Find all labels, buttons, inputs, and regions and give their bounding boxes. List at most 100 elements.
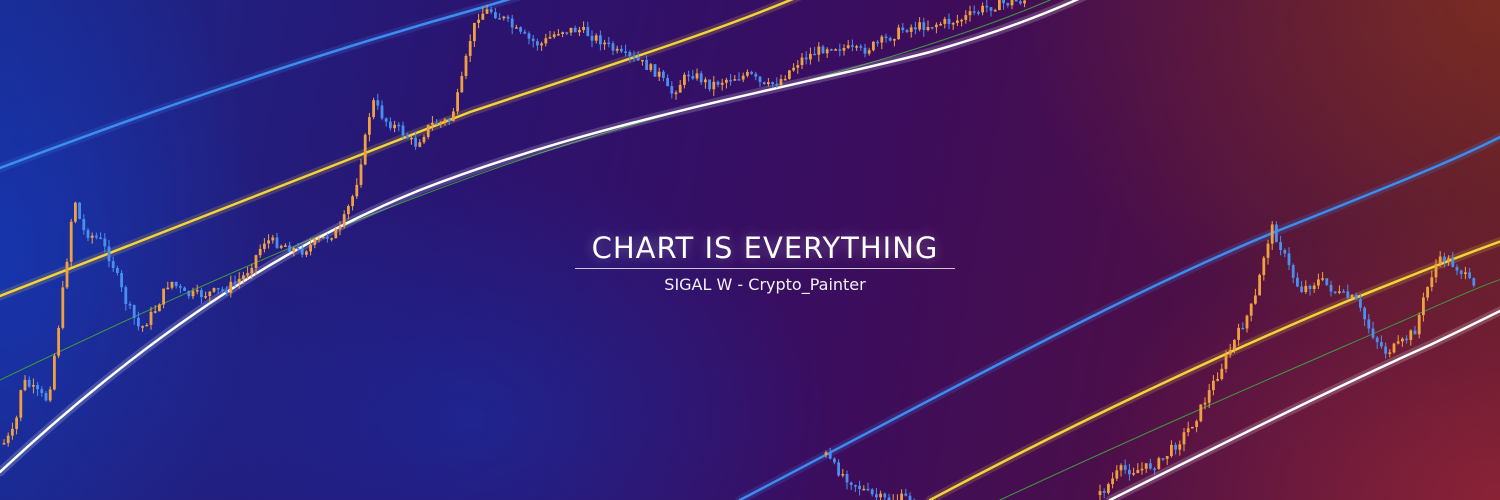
left-candle-body: [494, 12, 497, 19]
right-candle-body: [1228, 350, 1232, 355]
bottom-candle-body: [833, 458, 836, 463]
right-candle-body: [1136, 470, 1140, 474]
left-candle-body: [74, 202, 77, 222]
left-candle-body: [767, 82, 770, 85]
right-candle-body: [1144, 463, 1148, 469]
left-candle-body: [351, 196, 354, 207]
left-candle-body: [678, 84, 682, 93]
right-candle-body: [1359, 299, 1362, 308]
left-candle-body: [670, 86, 674, 94]
left-candle-body: [1002, 0, 1005, 4]
left-candle-body: [195, 290, 199, 292]
left-candle-body: [372, 100, 375, 118]
left-candle-body: [19, 390, 23, 418]
left-candle-body: [489, 9, 493, 13]
left-candle-body: [699, 73, 703, 83]
left-candle-body: [909, 27, 913, 32]
middle-band-line-right-glow: [925, 236, 1500, 500]
left-candle-body: [485, 9, 489, 14]
right-candle-body: [1325, 278, 1329, 285]
right-candle-body: [1258, 274, 1261, 296]
left-candle-body: [36, 385, 39, 390]
right-candle-body: [1409, 330, 1413, 341]
left-candle-body: [40, 389, 44, 394]
left-candle-body: [611, 43, 615, 51]
left-candle-body: [758, 76, 762, 83]
left-candle-body: [935, 24, 938, 28]
right-candle-body: [1443, 256, 1446, 262]
left-candle-body: [846, 45, 850, 48]
right-candle-body: [1371, 328, 1375, 338]
left-candle-body: [510, 18, 514, 28]
left-candle-body: [456, 92, 459, 112]
left-candle-body: [271, 237, 275, 241]
left-candle-body: [166, 287, 170, 290]
left-candle-body: [893, 39, 896, 41]
right-candle-body: [1262, 257, 1266, 275]
left-candle-body: [368, 117, 371, 135]
left-candle-body: [422, 136, 426, 143]
left-candle-body: [170, 281, 174, 288]
right-candle-body: [1216, 378, 1219, 381]
left-candle-body: [15, 417, 18, 429]
left-candle-body: [796, 65, 800, 68]
right-candle-body: [1128, 469, 1131, 475]
left-candle-body: [246, 273, 249, 276]
left-candle-body: [431, 122, 434, 125]
left-candle-body: [149, 311, 153, 325]
left-candle-body: [779, 79, 783, 86]
left-candle-body: [1006, 3, 1010, 6]
right-candle-body: [1161, 458, 1165, 460]
left-candle-body: [951, 23, 955, 25]
left-candle-body: [704, 79, 707, 83]
right-candle-body: [1237, 327, 1240, 340]
left-candle-body: [179, 286, 182, 288]
left-candle-body: [557, 34, 560, 36]
left-candle-body: [1014, 0, 1018, 2]
left-candle-body: [338, 226, 342, 230]
left-candle-body: [443, 119, 447, 122]
bottom-candle-body: [887, 497, 891, 500]
right-candle-body: [1199, 404, 1203, 422]
left-candle-body: [279, 245, 283, 248]
bottom-candle-body: [866, 488, 870, 491]
right-candle-body: [1153, 468, 1156, 471]
left-candle-body: [825, 49, 829, 54]
bottom-candle-body: [858, 485, 861, 489]
left-candle-body: [384, 118, 388, 122]
right-candle-body: [1098, 491, 1102, 495]
left-candle-body: [162, 288, 165, 305]
left-candle-body: [561, 32, 564, 35]
right-candle-body: [1464, 272, 1467, 275]
left-candle-body: [733, 79, 737, 81]
left-candle-body: [884, 36, 888, 39]
right-candle-body: [1451, 258, 1455, 268]
left-candle-body: [636, 57, 640, 61]
left-candle-body: [153, 311, 157, 313]
right-candle-body: [1195, 421, 1198, 427]
left-candle-body: [355, 184, 359, 197]
left-candle-body: [90, 235, 94, 238]
bottom-candle-body: [862, 488, 866, 491]
right-candle-body: [1233, 339, 1236, 351]
bottom-candle-body: [875, 494, 878, 498]
left-candle-body: [641, 59, 644, 62]
left-candle-body: [800, 57, 804, 66]
left-candle-body: [212, 288, 216, 292]
left-candle-body: [720, 82, 724, 85]
left-candle-body: [27, 379, 31, 387]
left-candle-body: [397, 124, 401, 127]
right-candle-body: [1392, 343, 1396, 353]
bottom-candle-body: [841, 473, 845, 476]
right-candle-body: [1430, 277, 1434, 288]
left-candle-body: [527, 33, 531, 39]
left-candle-body: [326, 236, 329, 239]
left-candle-body: [977, 12, 980, 14]
right-candle-body: [1304, 285, 1308, 292]
bottom-candle-body: [845, 473, 849, 483]
left-candle-body: [78, 202, 81, 220]
left-candle-body: [204, 296, 207, 298]
right-candle-body: [1363, 307, 1366, 320]
left-candle-body: [124, 287, 128, 304]
